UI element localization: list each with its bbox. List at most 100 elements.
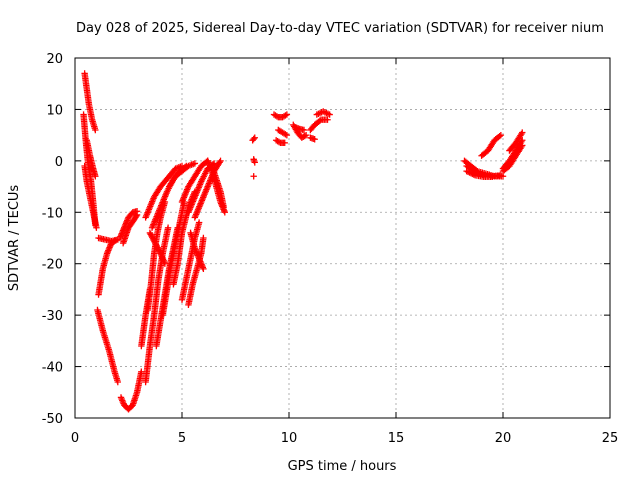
data-track [250, 173, 257, 180]
data-point [496, 132, 503, 140]
data-track [146, 229, 169, 267]
x-tick-labels: 0 5 10 15 20 25 [71, 431, 618, 446]
data-point [251, 159, 258, 166]
data-point [114, 378, 121, 386]
data-track [463, 167, 496, 180]
y-tick-labels: -50 -40 -30 -20 -10 0 10 20 [42, 52, 63, 427]
data-track [249, 134, 258, 144]
data-point [92, 126, 99, 134]
data-track [478, 131, 505, 159]
x-tick-label: 0 [71, 431, 79, 446]
data-track [307, 134, 318, 143]
data-point [281, 139, 288, 147]
data-point [282, 112, 289, 119]
data-track [165, 160, 199, 190]
data-track [117, 368, 145, 413]
data-point [138, 368, 145, 375]
x-tick-label: 25 [602, 431, 619, 446]
data-point [217, 157, 224, 165]
data-track [81, 70, 99, 134]
data-point [302, 131, 310, 139]
y-tick-label: 0 [55, 155, 63, 170]
data-point [92, 173, 99, 180]
y-axis-label: SDTVAR / TECUs [7, 185, 22, 292]
data-track [81, 162, 100, 231]
data-marks [80, 70, 526, 413]
data-point [220, 203, 227, 211]
data-track [191, 157, 224, 221]
data-point [489, 173, 496, 180]
axis-ticks [74, 57, 611, 419]
y-tick-label: 20 [46, 52, 63, 67]
data-point [316, 117, 324, 124]
data-point [191, 160, 199, 167]
data-track [187, 229, 207, 273]
x-tick-label: 10 [281, 431, 298, 446]
data-track [208, 162, 227, 211]
data-point [146, 286, 154, 293]
data-track [307, 116, 331, 134]
data-track [142, 162, 186, 221]
data-point [200, 265, 207, 273]
y-tick-label: -10 [42, 206, 63, 221]
data-track [275, 126, 291, 139]
data-point [464, 168, 472, 176]
data-track [272, 137, 288, 147]
x-tick-label: 20 [495, 431, 512, 446]
data-point [301, 132, 308, 140]
data-point [156, 248, 164, 256]
data-point [326, 111, 333, 118]
data-point [283, 111, 291, 118]
data-point [250, 135, 257, 143]
data-point [250, 173, 257, 180]
data-track [499, 137, 526, 172]
data-point [497, 172, 505, 179]
data-point [463, 167, 470, 175]
data-track [185, 160, 218, 216]
data-track [138, 286, 154, 350]
y-tick-label: -50 [42, 412, 63, 427]
data-track [292, 124, 308, 134]
y-tick-label: -30 [42, 309, 63, 324]
data-point [283, 131, 291, 139]
data-point [93, 224, 100, 231]
data-point [470, 171, 477, 178]
data-track [119, 211, 141, 247]
data-point [467, 170, 475, 177]
data-point [518, 130, 525, 138]
y-tick-label: -20 [42, 258, 63, 273]
grid-lines [75, 58, 610, 418]
data-track [159, 198, 188, 319]
data-point [111, 238, 118, 245]
data-track [95, 234, 121, 245]
data-point [469, 170, 476, 178]
data-point [275, 138, 283, 146]
chart-title: Day 028 of 2025, Sidereal Day-to-day VTE… [76, 21, 604, 36]
plot-frame [74, 57, 611, 419]
data-point [273, 113, 281, 120]
data-point [216, 159, 223, 166]
data-point [519, 129, 526, 136]
x-tick-label: 15 [388, 431, 405, 446]
data-track [95, 237, 119, 298]
data-point [282, 131, 289, 138]
y-tick-label: 10 [46, 103, 63, 118]
data-point [164, 224, 172, 231]
data-track [94, 306, 121, 386]
data-point [133, 211, 141, 219]
data-point [195, 219, 203, 226]
data-point [324, 116, 331, 123]
data-point [112, 237, 119, 244]
data-point [200, 234, 207, 242]
data-track [83, 137, 99, 180]
data-track [270, 111, 291, 121]
data-point [300, 126, 308, 134]
y-tick-label: -40 [42, 361, 63, 376]
data-point [466, 169, 473, 176]
data-point [133, 212, 140, 220]
data-point [221, 209, 228, 216]
data-track [116, 208, 141, 242]
data-point [161, 260, 169, 267]
data-track [506, 129, 526, 154]
